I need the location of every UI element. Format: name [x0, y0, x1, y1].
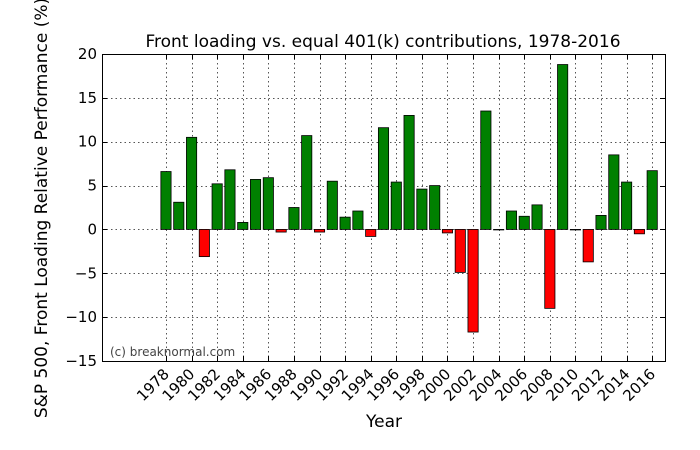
bar-2000	[441, 229, 453, 234]
bar-1989	[301, 135, 313, 230]
y-tick-label: 15	[78, 89, 97, 107]
bar-2008	[544, 229, 556, 309]
bar-2002	[467, 229, 479, 333]
bar-1987	[275, 229, 287, 233]
bar-1999	[429, 185, 441, 230]
bar-1980	[186, 136, 198, 230]
bar-2003	[480, 110, 492, 230]
bar-2016	[646, 170, 658, 230]
bar-2012	[595, 214, 607, 230]
bar-2007	[531, 204, 543, 230]
bar-1995	[377, 127, 390, 230]
bar-1981	[198, 229, 210, 258]
bar-2011	[582, 229, 594, 263]
bar-2010	[569, 229, 581, 231]
bar-1982	[211, 183, 223, 230]
bars	[160, 64, 658, 333]
bar-1979	[173, 201, 185, 230]
bar-1998	[416, 188, 428, 230]
bar-1996	[390, 181, 402, 230]
y-axis-label: S&P 500, Front Loading Relative Performa…	[32, 0, 52, 418]
bar-1985	[250, 179, 262, 230]
bar-2009	[557, 64, 569, 230]
y-tick-label: 0	[87, 220, 97, 238]
bar-1988	[288, 207, 300, 230]
plot-frame	[102, 54, 666, 362]
bar-2013	[608, 154, 620, 230]
bar-1986	[262, 177, 274, 230]
bar-1978	[160, 171, 172, 230]
bar-1993	[352, 210, 364, 230]
y-tick-label: 5	[87, 177, 97, 195]
y-tick-labels: −15 −10 −5 0 5 10 15 20	[65, 45, 97, 370]
bar-2004	[493, 229, 505, 231]
x-axis-label: Year	[365, 412, 402, 432]
bar-2015	[633, 229, 645, 235]
bar-1983	[224, 169, 236, 230]
y-tick-label: −10	[65, 308, 97, 326]
bar-1994	[365, 229, 377, 237]
bar-1991	[326, 180, 338, 230]
y-tick-label: 10	[78, 133, 97, 151]
bar-2014	[621, 181, 633, 230]
bar-2005	[505, 210, 517, 230]
bar-1997	[403, 115, 415, 230]
watermark-annotation: (c) breaknormal.com	[110, 345, 235, 359]
chart-title: Front loading vs. equal 401(k) contribut…	[145, 32, 620, 52]
ticks	[102, 54, 665, 362]
bar-2001	[454, 229, 466, 273]
y-tick-label: −15	[65, 352, 97, 370]
bar-1990	[314, 229, 326, 233]
bar-1984	[237, 222, 249, 230]
bar-1992	[339, 216, 351, 230]
bar-2006	[518, 215, 530, 230]
x-tick-labels: 1978198019821984198619881990199219941996…	[133, 365, 659, 405]
y-tick-label: 20	[78, 45, 97, 63]
y-tick-label: −5	[75, 264, 97, 282]
